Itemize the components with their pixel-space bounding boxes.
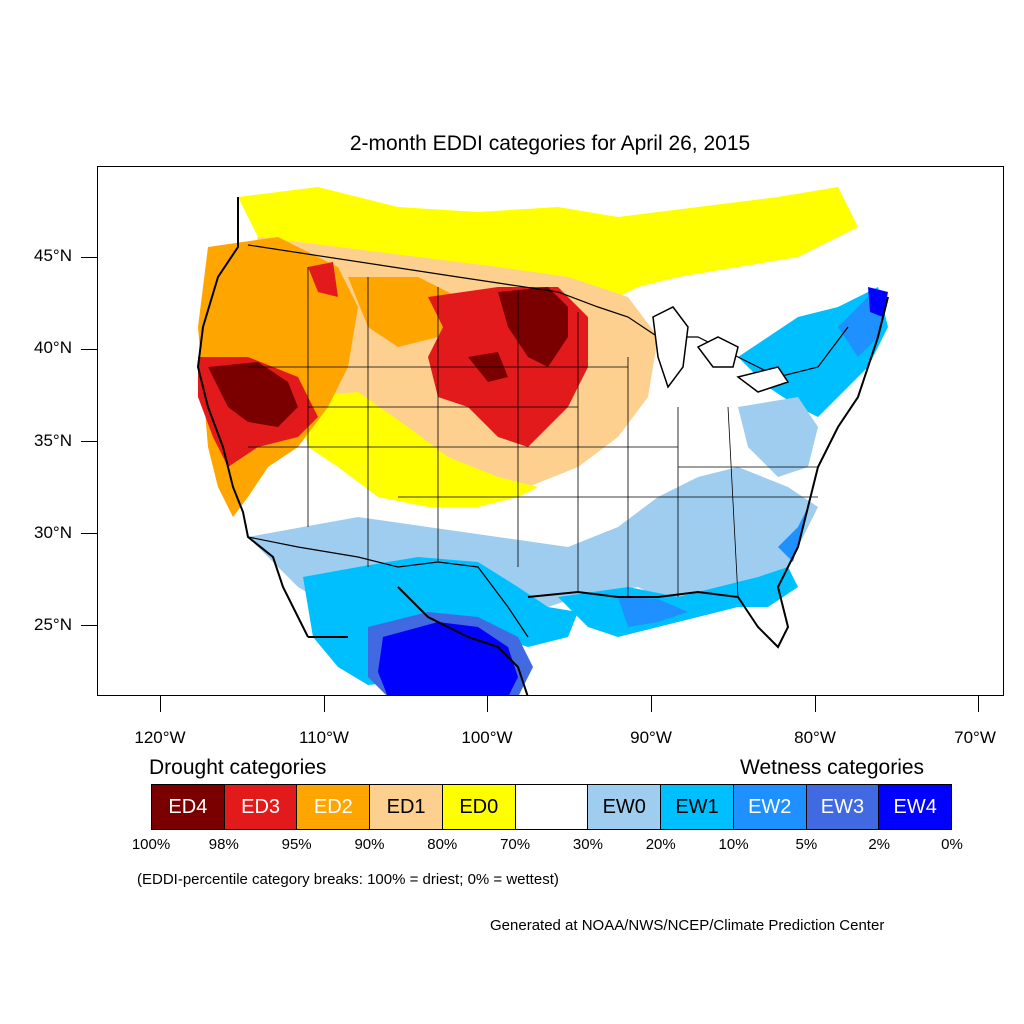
lon-tick-110: 110°W — [299, 728, 349, 747]
category-legend: ED4 ED3 ED2 ED1 ED0 EW0 EW1 EW2 EW3 EW4 — [151, 784, 952, 830]
lat-tick-30: 30°N — [34, 523, 72, 542]
wet-region-ew4 — [868, 287, 888, 317]
lon-tick-90: 90°W — [630, 728, 672, 747]
lat-tick-mark — [81, 533, 97, 534]
dry-region-ed2 — [348, 277, 458, 347]
legend-category-ew0: EW0 — [588, 785, 662, 829]
dry-region-ed3 — [308, 262, 338, 297]
break-label: 70% — [500, 836, 531, 853]
legend-category-ew2: EW2 — [733, 785, 807, 829]
wet-region-ew0 — [738, 397, 818, 477]
lat-tick-40: 40°N — [34, 338, 72, 357]
legend-category-ew4: EW4 — [879, 785, 952, 829]
lon-tick-mark — [651, 696, 652, 712]
dry-region-ed4 — [498, 287, 568, 367]
legend-category-ed2: ED2 — [297, 785, 371, 829]
wet-region-ew2 — [618, 597, 688, 627]
wet-region-ew4 — [378, 622, 518, 695]
eddi-map — [196, 187, 889, 695]
lon-tick-80: 80°W — [794, 728, 836, 747]
lat-tick-45: 45°N — [34, 246, 72, 265]
lon-tick-120: 120°W — [134, 728, 186, 747]
legend-category-ed1: ED1 — [370, 785, 443, 829]
lat-tick-mark — [81, 257, 97, 258]
lon-tick-mark — [160, 696, 161, 712]
lon-tick-mark — [487, 696, 488, 712]
category-note: (EDDI-percentile category breaks: 100% =… — [137, 871, 559, 888]
gulf-coastline — [308, 586, 529, 695]
break-label: 98% — [208, 836, 239, 853]
lat-tick-mark — [81, 625, 97, 626]
legend-category-ew3: EW3 — [806, 785, 880, 829]
break-label: 0% — [941, 836, 963, 853]
lat-tick-35: 35°N — [34, 431, 72, 450]
break-label: 100% — [131, 836, 171, 853]
mexico-border — [247, 536, 529, 638]
lon-tick-100: 100°W — [461, 728, 513, 747]
lon-tick-mark — [324, 696, 325, 712]
legend-category-ed4: ED4 — [152, 785, 225, 829]
lon-tick-mark — [978, 696, 979, 712]
wet-region-ew1 — [558, 567, 798, 637]
break-label: 30% — [572, 836, 603, 853]
lat-tick-mark — [81, 441, 97, 442]
break-label: 95% — [281, 836, 312, 853]
break-label: 20% — [645, 836, 676, 853]
break-label: 90% — [354, 836, 385, 853]
legend-category-ed0: ED0 — [442, 785, 516, 829]
credit-line: Generated at NOAA/NWS/NCEP/Climate Predi… — [490, 917, 885, 934]
wet-region-ew2 — [778, 507, 808, 562]
drought-heading: Drought categories — [149, 756, 327, 779]
break-label: 2% — [868, 836, 891, 853]
dry-region-ed0 — [298, 392, 538, 507]
lon-tick-70: 70°W — [954, 728, 996, 747]
legend-category-ed3: ED3 — [224, 785, 298, 829]
lat-tick-25: 25°N — [34, 615, 72, 634]
break-label: 5% — [795, 836, 818, 853]
dry-region-ed0 — [238, 187, 858, 317]
wetness-heading: Wetness categories — [740, 756, 925, 779]
dry-region-ed4 — [208, 362, 298, 427]
legend-category-neutral — [515, 785, 589, 829]
state-lines — [248, 267, 818, 598]
lon-tick-mark — [815, 696, 816, 712]
map-panel — [97, 166, 1004, 696]
legend-category-ew1: EW1 — [661, 785, 734, 829]
lat-tick-mark — [81, 349, 97, 350]
coastline — [196, 197, 309, 638]
map-title: 2-month EDDI categories for April 26, 20… — [349, 132, 751, 155]
break-label: 80% — [427, 836, 458, 853]
gulf-coastline — [527, 296, 889, 649]
break-label: 10% — [718, 836, 749, 853]
great-lakes — [652, 306, 790, 393]
